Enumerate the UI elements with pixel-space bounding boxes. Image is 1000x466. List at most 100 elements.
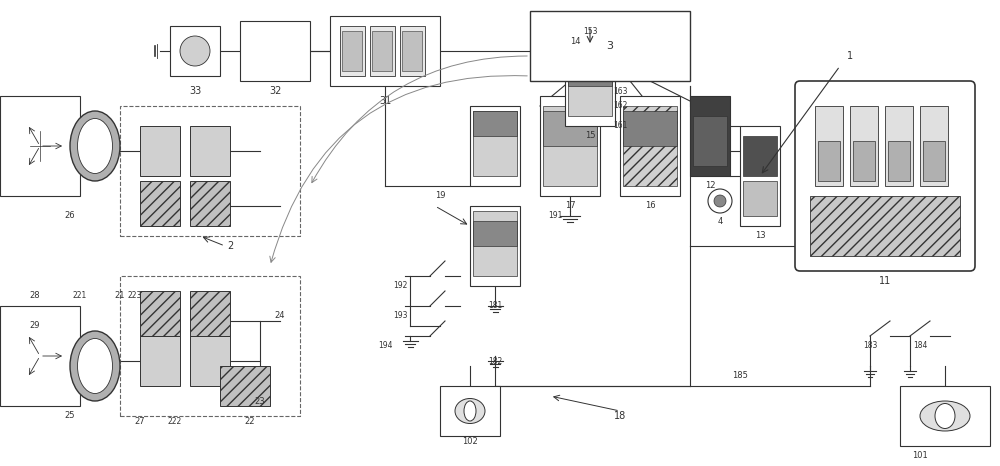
- Ellipse shape: [920, 401, 970, 431]
- Text: 26: 26: [65, 212, 75, 220]
- Bar: [220, 366, 270, 406]
- Text: 21: 21: [115, 292, 125, 301]
- Bar: [190, 336, 230, 386]
- Text: 33: 33: [189, 86, 201, 96]
- Bar: [818, 141, 840, 181]
- Bar: [440, 386, 500, 436]
- Text: 15: 15: [585, 131, 595, 141]
- Bar: [372, 31, 392, 71]
- Bar: [565, 36, 615, 126]
- Bar: [120, 276, 300, 416]
- Text: 4: 4: [717, 217, 723, 226]
- Ellipse shape: [455, 398, 485, 424]
- Ellipse shape: [70, 331, 120, 401]
- Text: 2: 2: [227, 241, 233, 251]
- Text: 182: 182: [488, 356, 502, 365]
- Ellipse shape: [935, 404, 955, 429]
- Circle shape: [708, 189, 732, 213]
- Text: 17: 17: [565, 201, 575, 211]
- Bar: [620, 96, 680, 196]
- Bar: [740, 126, 780, 226]
- Bar: [810, 196, 960, 256]
- Ellipse shape: [78, 338, 112, 393]
- Text: 193: 193: [393, 311, 407, 321]
- Bar: [543, 111, 597, 146]
- Text: 194: 194: [378, 342, 392, 350]
- Bar: [743, 136, 777, 176]
- Text: 31: 31: [379, 96, 391, 106]
- Text: 32: 32: [269, 86, 281, 96]
- Bar: [170, 26, 220, 76]
- Text: 19: 19: [435, 192, 445, 200]
- Text: 181: 181: [488, 302, 502, 310]
- Bar: [568, 46, 612, 116]
- Ellipse shape: [70, 111, 120, 181]
- Bar: [240, 21, 310, 81]
- Bar: [693, 116, 727, 166]
- Text: 28: 28: [30, 292, 40, 301]
- Text: 14: 14: [570, 36, 580, 46]
- Text: 183: 183: [863, 342, 877, 350]
- Bar: [623, 111, 677, 146]
- Bar: [690, 96, 730, 176]
- Bar: [140, 181, 180, 226]
- FancyBboxPatch shape: [795, 81, 975, 271]
- Bar: [568, 51, 612, 86]
- Text: 101: 101: [912, 452, 928, 460]
- Bar: [190, 181, 230, 226]
- Ellipse shape: [464, 401, 476, 421]
- Bar: [473, 221, 517, 246]
- Bar: [340, 26, 365, 76]
- Text: 3: 3: [606, 41, 614, 51]
- Bar: [885, 106, 913, 186]
- Bar: [342, 31, 362, 71]
- Text: 18: 18: [614, 411, 626, 421]
- Bar: [623, 106, 677, 186]
- Bar: [400, 26, 425, 76]
- Ellipse shape: [78, 118, 112, 173]
- Text: 161: 161: [613, 122, 627, 130]
- Bar: [530, 11, 690, 81]
- Text: 1: 1: [847, 51, 853, 61]
- Text: 27: 27: [135, 417, 145, 425]
- Bar: [370, 26, 395, 76]
- Bar: [743, 181, 777, 216]
- Bar: [473, 211, 517, 276]
- Bar: [470, 106, 520, 186]
- Bar: [540, 96, 600, 196]
- Bar: [850, 106, 878, 186]
- Text: 29: 29: [30, 322, 40, 330]
- Text: 102: 102: [462, 437, 478, 445]
- Text: 13: 13: [755, 232, 765, 240]
- Text: 222: 222: [168, 417, 182, 425]
- Bar: [853, 141, 875, 181]
- Bar: [140, 126, 180, 176]
- Bar: [470, 206, 520, 286]
- Circle shape: [714, 195, 726, 207]
- Text: 192: 192: [393, 281, 407, 290]
- Text: 162: 162: [613, 102, 627, 110]
- Circle shape: [180, 36, 210, 66]
- Text: 24: 24: [275, 311, 285, 321]
- Bar: [473, 111, 517, 136]
- Bar: [473, 111, 517, 176]
- Text: 185: 185: [732, 371, 748, 381]
- Bar: [190, 126, 230, 176]
- Bar: [402, 31, 422, 71]
- Bar: [888, 141, 910, 181]
- Text: 223: 223: [128, 292, 142, 301]
- Text: 191: 191: [548, 212, 562, 220]
- Bar: [0, 96, 80, 196]
- Text: 11: 11: [879, 276, 891, 286]
- Bar: [920, 106, 948, 186]
- Bar: [330, 16, 440, 86]
- Bar: [190, 291, 230, 336]
- Text: 22: 22: [245, 417, 255, 425]
- Bar: [543, 106, 597, 186]
- Text: 16: 16: [645, 201, 655, 211]
- Text: 23: 23: [255, 397, 265, 405]
- Bar: [140, 336, 180, 386]
- Text: 12: 12: [705, 181, 715, 191]
- Text: 163: 163: [613, 87, 627, 96]
- Text: 184: 184: [913, 342, 927, 350]
